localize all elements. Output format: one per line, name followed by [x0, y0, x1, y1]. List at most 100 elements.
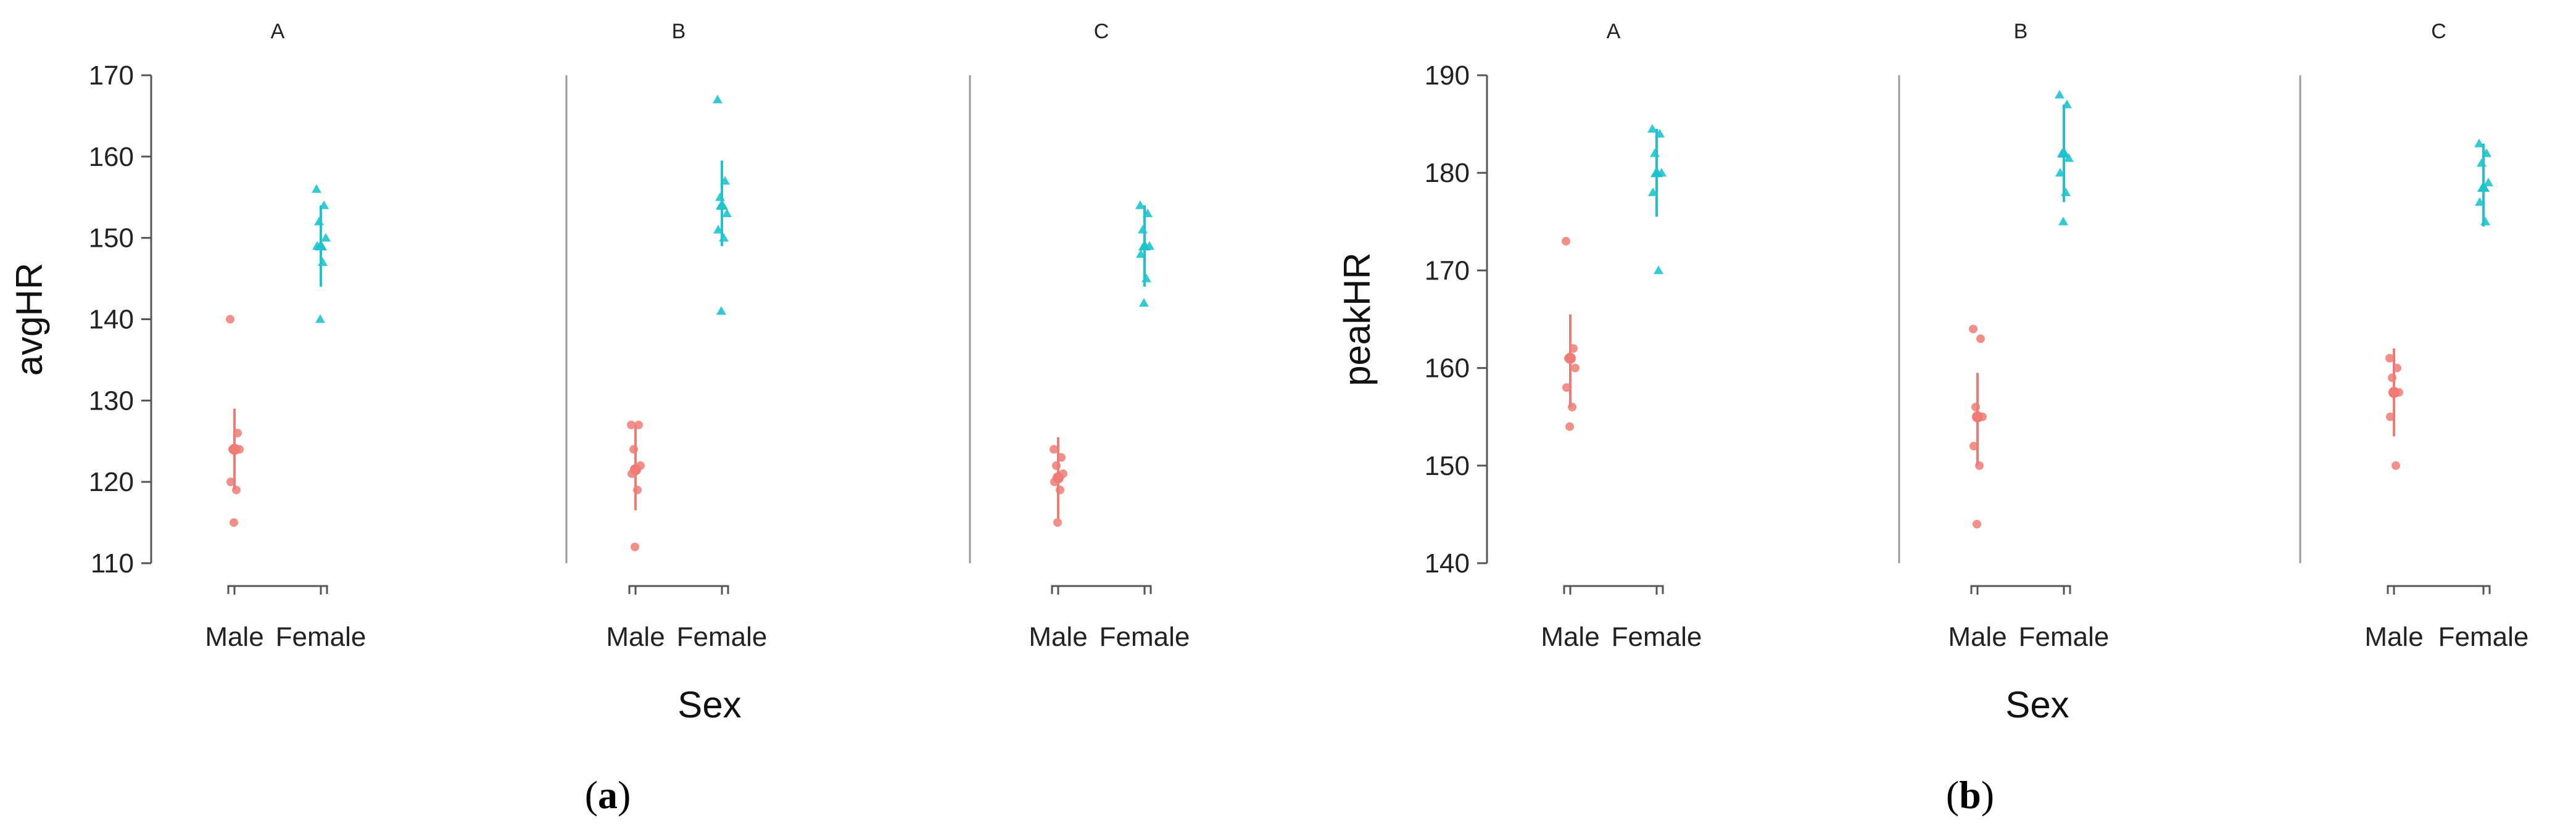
x-tick-label-female: Female: [2019, 622, 2110, 652]
female-point: [1650, 148, 1660, 157]
female-point: [321, 233, 331, 242]
x-axis-bracket: [2387, 585, 2491, 594]
male-mean: [1565, 352, 1576, 364]
female-point: [315, 314, 325, 323]
female-point: [312, 184, 321, 193]
x-tick-label-female: Female: [677, 622, 768, 652]
female-point: [713, 94, 723, 104]
x-axis-bracket: [628, 585, 729, 594]
panel-caption: (a): [585, 773, 631, 817]
female-point: [1141, 273, 1151, 283]
male-point: [1562, 236, 1570, 246]
female-point: [2055, 89, 2065, 99]
female-point: [314, 217, 324, 226]
female-point: [2483, 178, 2493, 187]
x-tick-label-male: Male: [1541, 622, 1599, 652]
y-tick-label: 140: [89, 305, 134, 335]
facet-B: B Male Female: [1948, 20, 2109, 652]
male-point: [627, 420, 636, 429]
male-point: [1053, 518, 1062, 527]
facet-A: A Male Female: [205, 20, 366, 652]
y-tick-label: 190: [1425, 60, 1470, 91]
y-tick-label: 120: [89, 467, 134, 497]
panel-caption-open: (: [585, 773, 598, 817]
facet-label: A: [271, 20, 285, 43]
female-point: [716, 306, 726, 315]
x-axis-bracket: [227, 585, 328, 594]
x-tick-label-female: Female: [276, 622, 367, 652]
x-tick-label-male: Male: [1948, 622, 2007, 652]
x-tick-label-female: Female: [2438, 622, 2529, 652]
x-tick-label-female: Female: [1100, 622, 1190, 652]
male-mean: [2388, 387, 2400, 398]
male-point: [1969, 442, 1978, 451]
male-point: [1565, 422, 1574, 431]
x-tick-label-male: Male: [606, 622, 665, 652]
male-point: [2385, 353, 2394, 363]
male-point: [1050, 445, 1058, 454]
female-mean: [315, 239, 327, 250]
facet-A: A Male Female: [1541, 20, 1702, 652]
x-axis-title: Sex: [677, 684, 741, 725]
female-point: [719, 233, 729, 242]
y-axis-title: avgHR: [9, 263, 50, 376]
female-mean: [2477, 181, 2490, 192]
female-point: [2058, 217, 2068, 226]
y-tick-label: 140: [1425, 548, 1470, 579]
facet-C: C Male Female: [1029, 20, 1190, 652]
female-point: [722, 208, 732, 218]
panel-caption-open: (: [1946, 773, 1959, 817]
female-point: [2474, 138, 2484, 147]
male-point: [226, 477, 235, 487]
male-point: [1969, 324, 1978, 334]
male-point: [1571, 363, 1580, 373]
facet-C: C Male Female: [2364, 20, 2528, 652]
panel-caption-letter: a: [598, 773, 618, 817]
x-tick-label-female: Female: [1612, 622, 1702, 652]
panel-caption-close: ): [1981, 773, 1994, 817]
female-point: [2061, 187, 2071, 196]
x-axis-title: Sex: [2005, 684, 2069, 725]
female-mean: [2058, 147, 2070, 158]
female-mean: [1650, 167, 1663, 178]
facet-label: B: [2014, 20, 2028, 43]
female-point: [1138, 225, 1148, 234]
male-point: [230, 518, 238, 527]
male-point: [2392, 461, 2400, 470]
facet-label: C: [1094, 20, 1109, 43]
x-tick-label-male: Male: [1029, 622, 1087, 652]
female-mean: [716, 199, 728, 210]
facet-B: B Male Female: [606, 20, 767, 652]
y-tick-label: 150: [89, 223, 134, 254]
y-tick-label: 150: [1425, 451, 1470, 481]
male-point: [1562, 383, 1571, 392]
female-mean: [1138, 239, 1151, 250]
y-tick-label: 170: [1425, 255, 1470, 286]
x-axis-bracket: [1563, 585, 1664, 594]
female-point: [2477, 158, 2487, 167]
female-point: [1139, 298, 1149, 307]
panel-a: 110 120 130 140 150 160 170 avgHR A Male Female B Ma…: [9, 20, 1190, 817]
x-tick-label-male: Male: [2364, 622, 2423, 652]
y-tick-label: 160: [1425, 353, 1470, 384]
female-point: [2480, 217, 2490, 226]
y-tick-label: 160: [89, 142, 134, 172]
female-point: [1647, 124, 1657, 133]
x-axis-bracket: [1051, 585, 1152, 594]
male-mean: [630, 464, 641, 476]
panel-b: 140 150 160 170 180 190 peakHR A Male Female B Male…: [1336, 20, 2528, 817]
facet-label: A: [1607, 20, 1621, 43]
y-tick-label: 110: [91, 548, 134, 579]
male-point: [226, 315, 234, 324]
facet-label: C: [2431, 20, 2446, 43]
x-axis-bracket: [1970, 585, 2071, 594]
female-point: [715, 192, 725, 201]
x-tick-label-male: Male: [205, 622, 263, 652]
female-point: [1654, 265, 1663, 275]
male-point: [2386, 412, 2395, 421]
female-point: [318, 257, 328, 266]
panel-caption: (b): [1946, 773, 1994, 817]
y-axis-title: peakHR: [1336, 252, 1378, 386]
panel-caption-close: ): [618, 773, 631, 817]
